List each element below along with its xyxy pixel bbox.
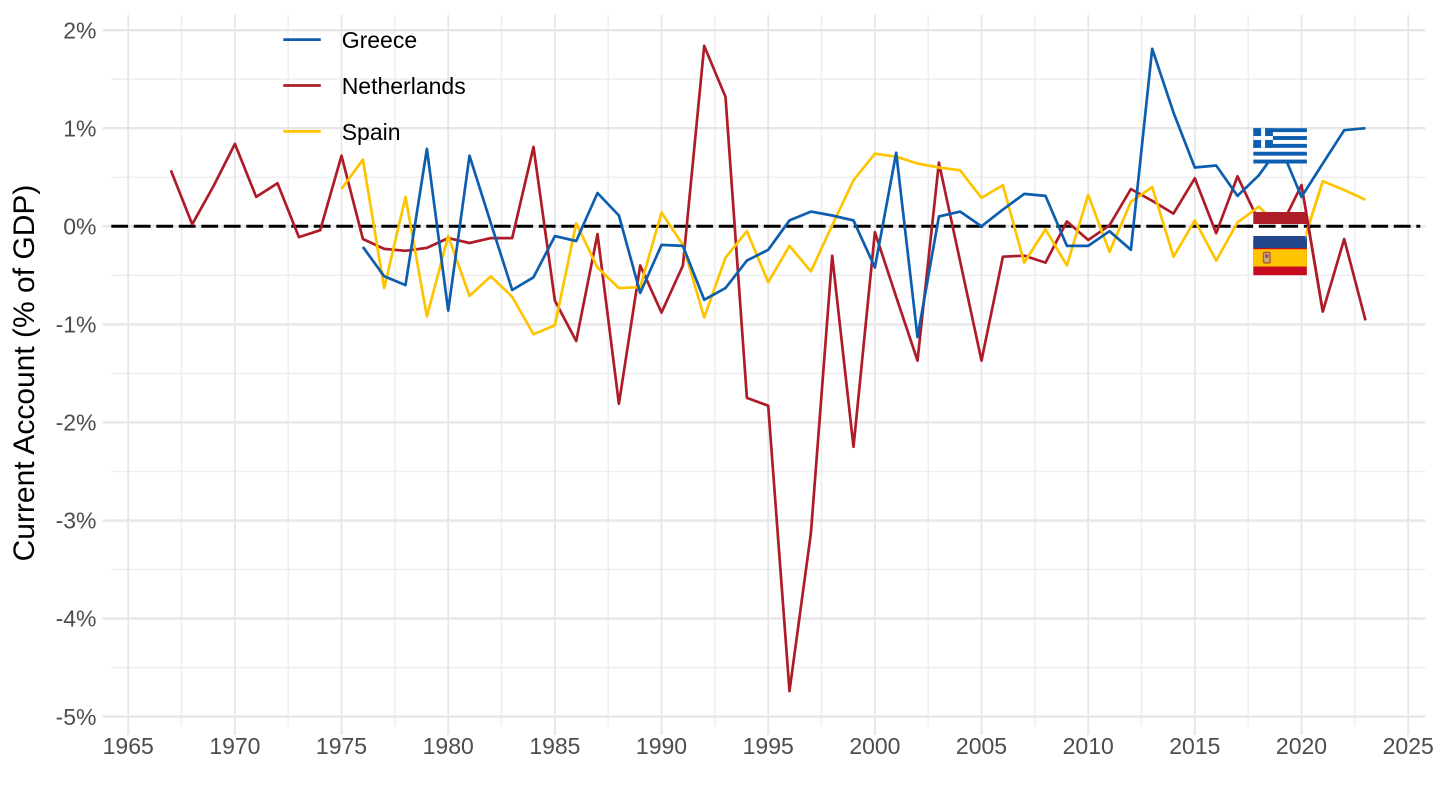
svg-text:1995: 1995 [743, 733, 794, 759]
svg-text:1990: 1990 [636, 733, 687, 759]
svg-text:0%: 0% [63, 214, 96, 240]
svg-text:Greece: Greece [342, 27, 417, 53]
svg-text:2005: 2005 [956, 733, 1007, 759]
svg-text:2010: 2010 [1063, 733, 1114, 759]
svg-text:1980: 1980 [423, 733, 474, 759]
svg-text:1965: 1965 [103, 733, 154, 759]
svg-text:-4%: -4% [56, 606, 97, 632]
svg-text:-3%: -3% [56, 508, 97, 534]
svg-text:1%: 1% [63, 115, 96, 141]
svg-text:2%: 2% [63, 17, 96, 43]
svg-text:Spain: Spain [342, 119, 401, 145]
svg-text:2025: 2025 [1383, 733, 1434, 759]
svg-text:2000: 2000 [849, 733, 900, 759]
svg-text:2020: 2020 [1276, 733, 1327, 759]
svg-text:1985: 1985 [529, 733, 580, 759]
svg-text:1970: 1970 [209, 733, 260, 759]
svg-text:Current Account (% of GDP): Current Account (% of GDP) [8, 185, 41, 562]
svg-text:Netherlands: Netherlands [342, 73, 466, 99]
svg-text:-5%: -5% [56, 704, 97, 730]
svg-text:2015: 2015 [1169, 733, 1220, 759]
svg-text:-2%: -2% [56, 410, 97, 436]
svg-text:-1%: -1% [56, 312, 97, 338]
svg-text:1975: 1975 [316, 733, 367, 759]
